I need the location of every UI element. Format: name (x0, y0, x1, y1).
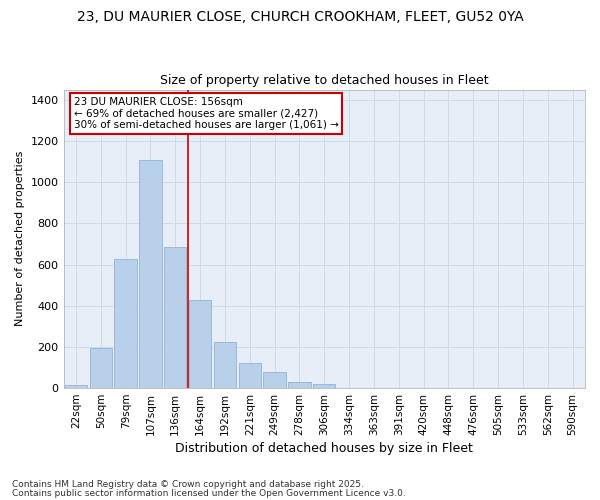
Bar (115, 260, 137, 388)
Text: Contains public sector information licensed under the Open Government Licence v3: Contains public sector information licen… (12, 488, 406, 498)
Bar (288, 382, 311, 388)
Bar (139, 160, 161, 388)
Bar (313, 384, 335, 388)
Bar (189, 300, 211, 388)
Text: Contains HM Land Registry data © Crown copyright and database right 2025.: Contains HM Land Registry data © Crown c… (12, 480, 364, 489)
Bar (65, 385, 87, 388)
Text: 23, DU MAURIER CLOSE, CHURCH CROOKHAM, FLEET, GU52 0YA: 23, DU MAURIER CLOSE, CHURCH CROOKHAM, F… (77, 10, 523, 24)
Bar (239, 364, 261, 388)
Y-axis label: Number of detached properties: Number of detached properties (15, 151, 25, 326)
Bar (89, 348, 112, 388)
Bar (164, 247, 187, 388)
Title: Size of property relative to detached houses in Fleet: Size of property relative to detached ho… (160, 74, 488, 87)
Bar (214, 342, 236, 388)
X-axis label: Distribution of detached houses by size in Fleet: Distribution of detached houses by size … (175, 442, 473, 455)
Bar (263, 372, 286, 388)
Text: 23 DU MAURIER CLOSE: 156sqm
← 69% of detached houses are smaller (2,427)
30% of : 23 DU MAURIER CLOSE: 156sqm ← 69% of det… (74, 97, 339, 130)
